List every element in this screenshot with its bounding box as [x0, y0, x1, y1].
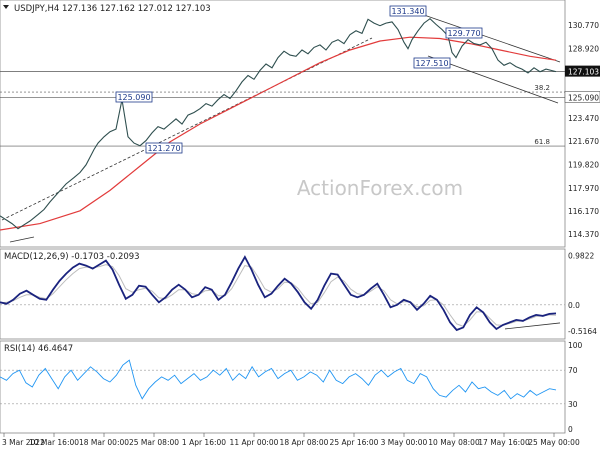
x-tick-label-10: 17 May 16:00: [478, 438, 530, 447]
x-tick-label-11: 25 May 00:00: [528, 438, 580, 447]
level-label-131.340: 131.340: [391, 7, 424, 16]
x-tick-label-9: 10 May 08:00: [428, 438, 480, 447]
level-box-121.270: [145, 142, 183, 154]
macd-title: MACD(12,26,9) -0.1703 -0.2093: [4, 252, 140, 262]
price-tick-116.170: 116.170: [568, 207, 599, 216]
macd-plot: [0, 255, 565, 332]
price-tick-119.820: 119.820: [568, 161, 599, 170]
last-price-tag: [565, 65, 600, 77]
level-box-131.340: [389, 5, 427, 17]
rsi-plot: [0, 359, 565, 405]
x-tick-label-3: 25 Mar 08:00: [129, 438, 179, 447]
rsi-tick-70: 70: [568, 366, 578, 375]
fib-label-38.2: 38.2: [534, 84, 550, 92]
x-tick-label-6: 18 Apr 08:00: [280, 438, 329, 447]
price-tick-114.370: 114.370: [568, 230, 599, 239]
level-tag: [564, 91, 600, 103]
price-plot: 38.2 61.8 131.340 129.770 127.510 125.090 121.…: [0, 5, 565, 243]
price-panel-frame: [0, 0, 566, 248]
price-tick-128.920: 128.920: [568, 44, 599, 53]
price-line: [0, 17, 557, 230]
fib-label-61.8: 61.8: [534, 138, 550, 146]
rsi-tick-0: 0: [568, 425, 573, 434]
price-title: USDJPY,H4 127.136 127.162 127.012 127.10…: [14, 4, 211, 14]
macd-line: [0, 255, 557, 332]
rsi-tick-30: 30: [568, 400, 578, 409]
price-tick-123.470: 123.470: [568, 114, 599, 123]
macd-tick-2: -0.5164: [568, 327, 597, 336]
level-box-125.090: [115, 91, 153, 103]
level-label-121.270: 121.270: [147, 144, 180, 153]
rsi-tick-100: 100: [568, 341, 583, 350]
y-axis-labels: 130.770 128.920 123.470 121.670 119.820 117.9…: [564, 21, 600, 434]
last-price-label: 127.103: [568, 68, 599, 77]
rsi-line: [0, 359, 557, 400]
price-tick-130.770: 130.770: [568, 21, 599, 30]
ema-line: [0, 36, 557, 231]
level-box-127.510: [413, 57, 451, 69]
macd-tick-1: 0.0: [568, 301, 580, 310]
level-box-129.770: [445, 27, 483, 39]
macd-signal-line: [0, 264, 557, 327]
base-line: [9, 236, 35, 243]
macd-divergence-line: [504, 322, 561, 330]
uptrend-line: [1, 37, 373, 221]
x-tick-label-8: 3 May 00:00: [381, 438, 428, 447]
level-label-125.090: 125.090: [117, 93, 150, 102]
dropdown-triangle-icon: [3, 5, 9, 9]
level-label-127.510: 127.510: [415, 59, 448, 68]
channel-top-line: [423, 14, 561, 63]
macd-panel-frame: [0, 248, 566, 340]
level-tag-label: 125.090: [568, 93, 599, 102]
x-tick-label-1: 10 Mar 16:00: [29, 438, 79, 447]
x-tick-label-2: 18 Mar 00:00: [79, 438, 129, 447]
rsi-panel-frame: [0, 340, 566, 434]
macd-tick-0: 0.9822: [568, 251, 594, 260]
x-tick-label-4: 1 Apr 16:00: [182, 438, 226, 447]
x-tick-label-0: 3 Mar 2022: [2, 438, 45, 447]
x-tick-label-7: 25 Apr 16:00: [330, 438, 379, 447]
level-label-129.770: 129.770: [447, 29, 480, 38]
price-tick-121.670: 121.670: [568, 137, 599, 146]
rsi-title: RSI(14) 46.4647: [4, 344, 73, 354]
x-tick-label-5: 11 Apr 00:00: [230, 438, 279, 447]
watermark-text: ActionForex.com: [297, 176, 463, 200]
price-tick-117.970: 117.970: [568, 184, 599, 193]
